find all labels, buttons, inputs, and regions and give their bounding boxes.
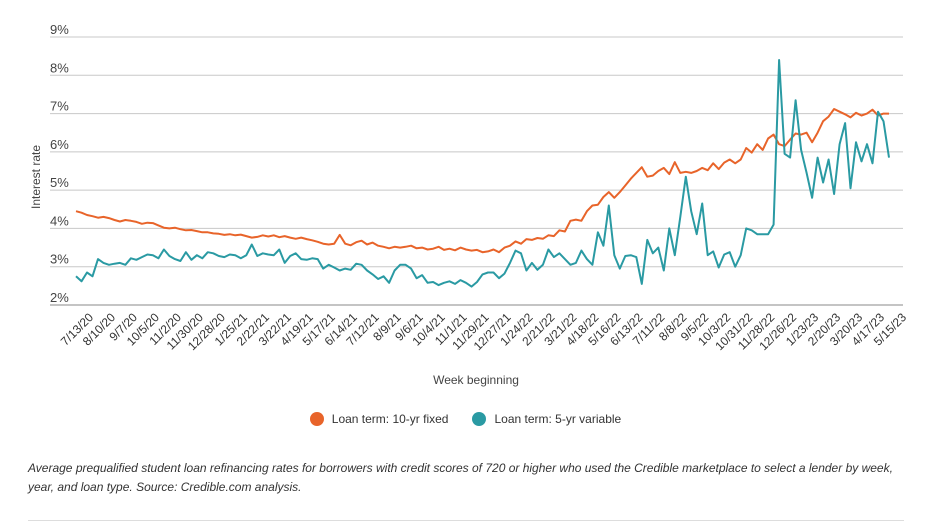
y-tick-label: 2% (50, 290, 69, 305)
bottom-divider (28, 520, 904, 521)
y-tick-label: 9% (50, 22, 69, 37)
chart-caption: Average prequalified student loan refina… (28, 461, 893, 494)
y-tick-label: 8% (50, 60, 69, 75)
series-line-5yr-variable (75, 59, 890, 288)
series-line-10yr-fixed (75, 108, 889, 254)
y-axis-label: Interest rate (29, 145, 43, 209)
y-tick-labels: 2% 3% 4% 5% 6% 7% 8% 9% (50, 22, 69, 305)
gridlines (50, 36, 903, 306)
y-tick-label: 4% (50, 213, 69, 228)
legend-label-5yr-variable: Loan term: 5-yr variable (494, 412, 622, 426)
legend-item-10yr-fixed[interactable]: Loan term: 10-yr fixed (309, 412, 449, 426)
legend: Loan term: 10-yr fixed Loan term: 5-yr v… (0, 412, 931, 426)
legend-marker-5yr-variable (472, 412, 487, 426)
x-tick-labels: 7/13/208/10/209/7/2010/5/2011/2/2011/30/… (58, 310, 909, 353)
x-axis-label: Week beginning (433, 373, 519, 387)
legend-label-10yr-fixed: Loan term: 10-yr fixed (331, 412, 449, 426)
line-chart: 2% 3% 4% 5% 6% 7% 8% 9% 7/13/208/10/209/7/2010/… (29, 22, 909, 387)
y-tick-label: 3% (50, 252, 69, 267)
legend-marker-10yr-fixed (309, 412, 324, 426)
series-lines (75, 59, 890, 288)
legend-item-5yr-variable[interactable]: Loan term: 5-yr variable (472, 412, 621, 426)
y-tick-label: 7% (50, 99, 69, 114)
y-tick-label: 6% (50, 137, 69, 152)
y-tick-label: 5% (50, 175, 69, 190)
